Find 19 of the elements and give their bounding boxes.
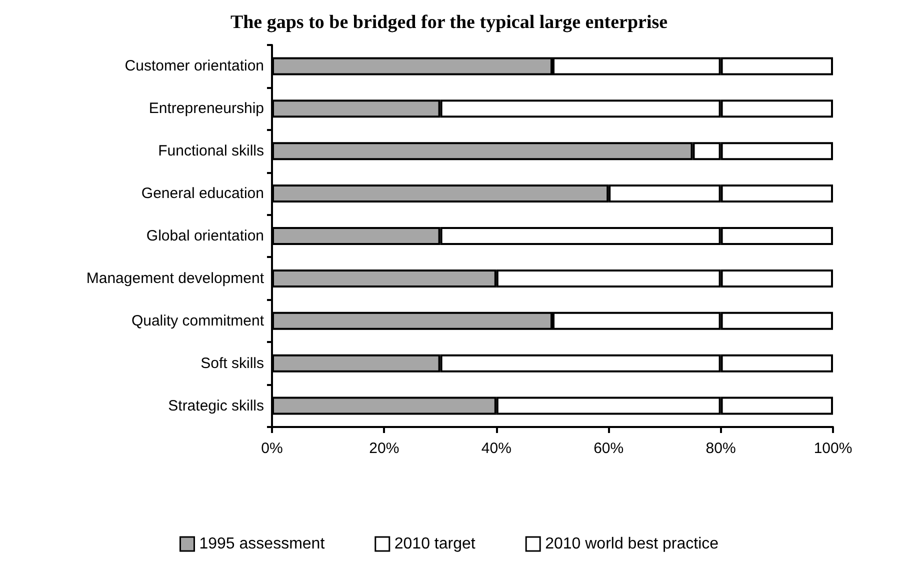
x-tick-label: 60% xyxy=(594,440,624,457)
y-tick-label: Entrepreneurship xyxy=(148,100,264,118)
x-tick-label: 40% xyxy=(481,440,512,457)
y-tick-label: General education xyxy=(141,185,264,202)
y-tick-label: Customer orientation xyxy=(124,58,264,75)
chart-title: The gaps to be bridged for the typical large enterprise xyxy=(230,12,668,33)
y-tick-label: Global orientation xyxy=(146,228,264,244)
x-tick-label: 80% xyxy=(706,440,736,457)
y-tick-label: Soft skills xyxy=(200,354,264,372)
legend-label: 2010 target xyxy=(394,536,476,552)
legend-label: 2010 world best practice xyxy=(545,536,719,552)
legend-label: 1995 assessment xyxy=(199,536,326,552)
y-tick-label: Functional skills xyxy=(158,142,264,160)
x-tick-label: 0% xyxy=(261,440,283,457)
y-tick-label: Management development xyxy=(86,270,265,287)
y-tick-label: Quality commitment xyxy=(131,312,265,330)
y-tick-label: Strategic skills xyxy=(168,397,264,414)
x-tick-label: 100% xyxy=(814,440,852,457)
x-tick-label: 20% xyxy=(369,440,400,457)
